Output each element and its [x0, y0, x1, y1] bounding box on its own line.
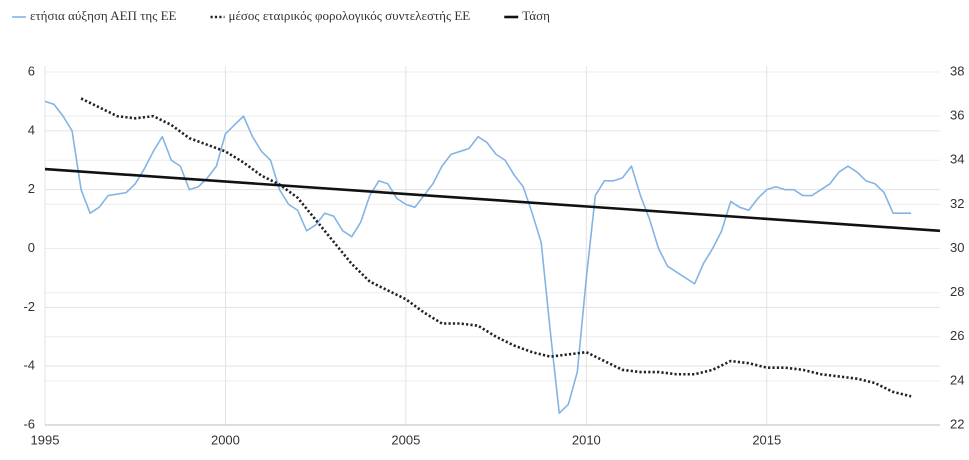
- y2-tick-label: 28: [950, 284, 964, 299]
- y-tick-label: -2: [23, 299, 35, 314]
- legend-label: μέσος εταιρικός φορολογικός συντελεστής …: [229, 8, 471, 23]
- series-line: [44, 167, 941, 233]
- y-tick-label: 2: [28, 181, 35, 196]
- y-tick-label: 4: [28, 122, 35, 137]
- y2-tick-label: 36: [950, 108, 964, 123]
- y2-tick-label: 30: [950, 240, 964, 255]
- y-tick-label: 0: [28, 240, 35, 255]
- y2-tick-label: 32: [950, 196, 964, 211]
- y2-tick-label: 26: [950, 328, 964, 343]
- series-line: [44, 100, 912, 415]
- y2-tick-label: 22: [950, 416, 964, 431]
- y2-tick-label: 24: [950, 372, 964, 387]
- x-tick-label: 2015: [752, 432, 781, 447]
- x-tick-label: 2010: [572, 432, 601, 447]
- y-tick-label: -6: [23, 416, 35, 431]
- x-tick-label: 1995: [31, 432, 60, 447]
- x-tick-label: 2005: [391, 432, 420, 447]
- y-tick-label: 6: [28, 63, 35, 78]
- legend-label: Τάση: [522, 8, 550, 23]
- legend-label: ετήσια αύξηση ΑΕΠ της ΕΕ: [30, 8, 177, 23]
- y-tick-label: -4: [23, 358, 35, 373]
- y2-tick-label: 38: [950, 63, 964, 78]
- y2-tick-label: 34: [950, 152, 964, 167]
- series-line: [80, 97, 912, 398]
- x-tick-label: 2000: [211, 432, 240, 447]
